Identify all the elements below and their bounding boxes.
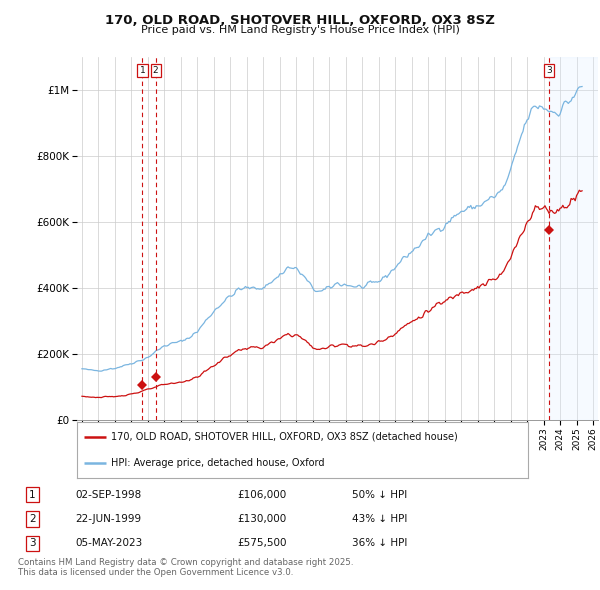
Text: 3: 3	[547, 66, 552, 75]
Text: 22-JUN-1999: 22-JUN-1999	[76, 514, 142, 524]
Text: 170, OLD ROAD, SHOTOVER HILL, OXFORD, OX3 8SZ (detached house): 170, OLD ROAD, SHOTOVER HILL, OXFORD, OX…	[110, 431, 457, 441]
Text: 02-SEP-1998: 02-SEP-1998	[76, 490, 142, 500]
Text: Contains HM Land Registry data © Crown copyright and database right 2025.
This d: Contains HM Land Registry data © Crown c…	[18, 558, 353, 578]
Text: 36% ↓ HPI: 36% ↓ HPI	[352, 539, 407, 549]
Text: HPI: Average price, detached house, Oxford: HPI: Average price, detached house, Oxfo…	[110, 458, 324, 468]
Text: 2: 2	[153, 66, 158, 75]
Text: 3: 3	[29, 539, 36, 549]
Text: 05-MAY-2023: 05-MAY-2023	[76, 539, 143, 549]
Text: 1: 1	[29, 490, 36, 500]
Text: 1: 1	[140, 66, 145, 75]
Text: £106,000: £106,000	[237, 490, 286, 500]
Text: £130,000: £130,000	[237, 514, 286, 524]
Text: 50% ↓ HPI: 50% ↓ HPI	[352, 490, 407, 500]
Text: 2: 2	[29, 514, 36, 524]
Text: Price paid vs. HM Land Registry's House Price Index (HPI): Price paid vs. HM Land Registry's House …	[140, 25, 460, 35]
Text: 170, OLD ROAD, SHOTOVER HILL, OXFORD, OX3 8SZ: 170, OLD ROAD, SHOTOVER HILL, OXFORD, OX…	[105, 14, 495, 27]
Text: 43% ↓ HPI: 43% ↓ HPI	[352, 514, 407, 524]
Text: £575,500: £575,500	[237, 539, 286, 549]
Bar	[550, 57, 600, 420]
